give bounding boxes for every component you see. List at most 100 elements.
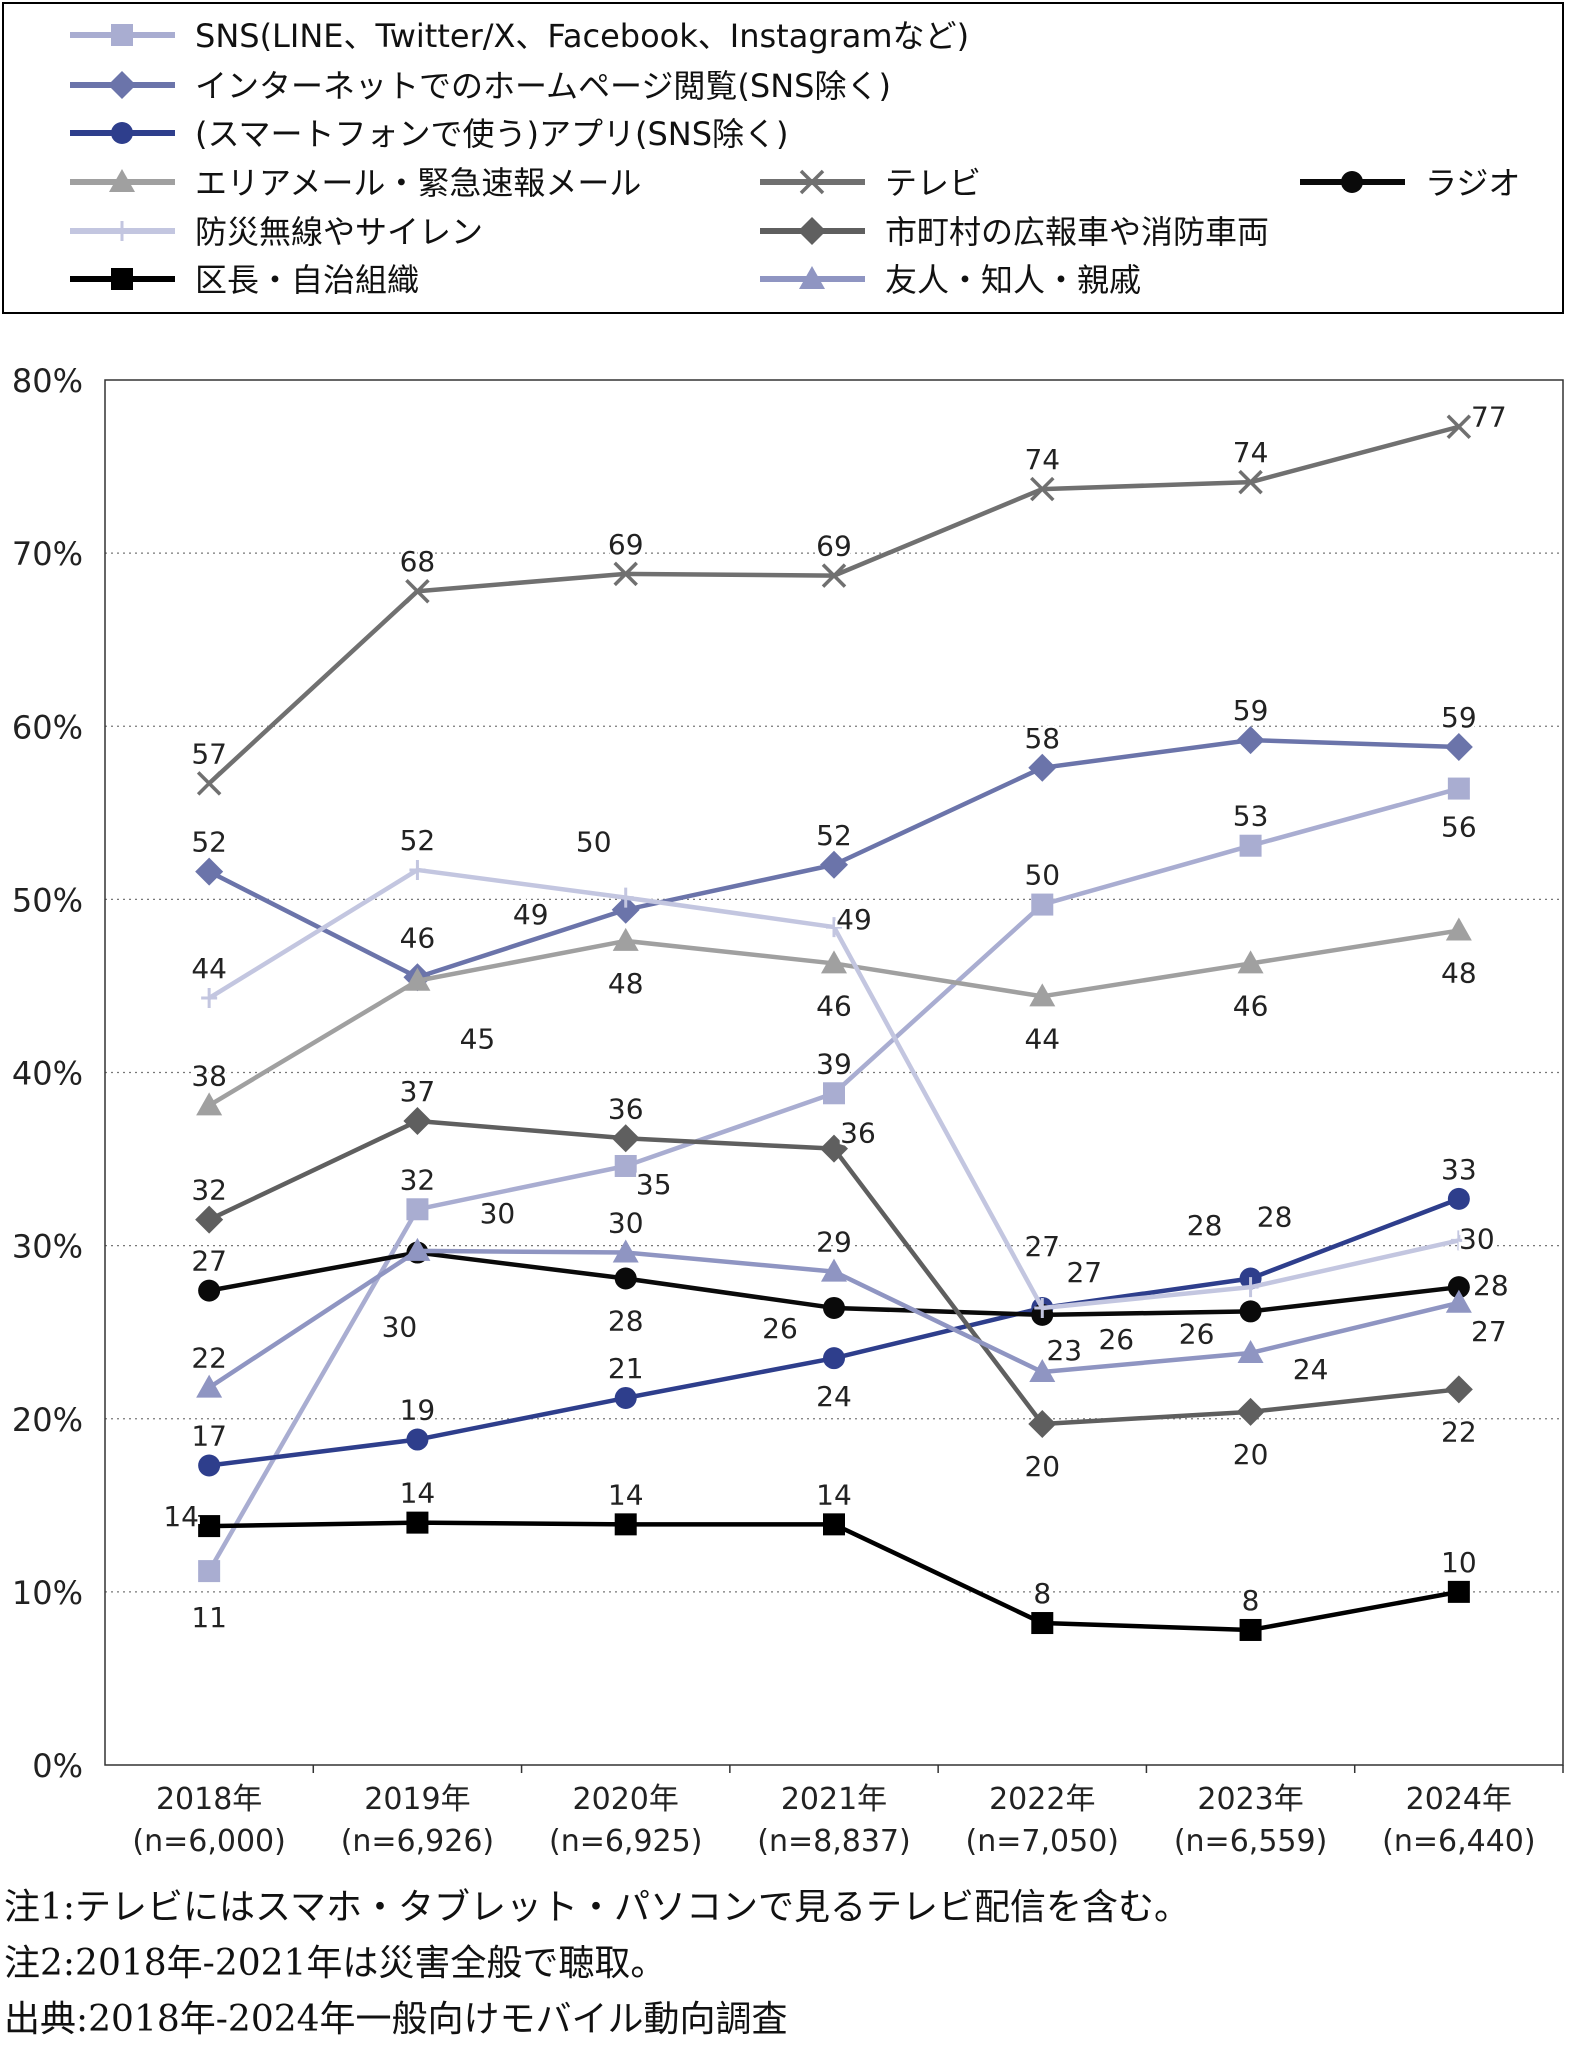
data-point [1029, 1359, 1056, 1383]
data-point-shape [196, 1092, 223, 1116]
data-label: 20 [1024, 1450, 1060, 1483]
data-label: 32 [191, 1174, 227, 1207]
data-label: 19 [400, 1394, 436, 1427]
legend-marker-shape [111, 268, 133, 290]
legend-entry: 友人・知人・親戚 [760, 261, 1141, 299]
data-label: 52 [191, 826, 227, 859]
data-point-shape [406, 1511, 429, 1534]
plot-frame [104, 379, 1564, 1766]
legend-label: ラジオ [1425, 164, 1520, 202]
data-point-shape [612, 1239, 639, 1263]
data-label: 28 [608, 1305, 644, 1338]
x-tick-label-year: 2020年 [573, 1782, 679, 1817]
data-label: 77 [1471, 401, 1507, 434]
data-label: 14 [400, 1477, 436, 1510]
legend-marker-shape [798, 217, 826, 245]
y-tick-label: 10% [12, 1574, 83, 1612]
data-point-shape [198, 1454, 221, 1477]
legend-marker [1341, 171, 1363, 193]
data-point [196, 1374, 223, 1398]
data-point [614, 1386, 637, 1409]
data-label: 45 [460, 1023, 496, 1056]
data-point-shape [1239, 834, 1262, 857]
legend-label: テレビ [885, 164, 981, 202]
data-point-shape [403, 1106, 432, 1135]
x-tick-label-n: (n=6,000) [132, 1824, 285, 1859]
data-label: 27 [1066, 1256, 1102, 1289]
data-point-shape [821, 1258, 847, 1282]
data-label: 46 [1233, 989, 1269, 1022]
data-label: 33 [1441, 1153, 1477, 1186]
series-9 [196, 1237, 1472, 1398]
legend-entry: テレビ [760, 164, 981, 202]
data-point [1029, 983, 1056, 1007]
data-point [198, 1279, 221, 1302]
x-tick-label-year: 2024年 [1406, 1782, 1512, 1817]
data-point-shape [1236, 1397, 1265, 1426]
data-point [1237, 1339, 1264, 1363]
data-label: 14 [163, 1500, 199, 1533]
legend-entries: SNS(LINE、Twitter/X、Facebook、Instagramなど)… [70, 17, 1520, 299]
data-point-shape [1031, 893, 1054, 916]
x-tick-label-n: (n=7,050) [966, 1824, 1119, 1859]
data-point [1445, 917, 1472, 941]
legend-marker-shape [111, 24, 133, 46]
data-label: 30 [480, 1197, 516, 1230]
data-point-shape [1447, 1276, 1470, 1299]
data-point [1031, 1612, 1054, 1635]
legend-marker [111, 122, 133, 144]
data-point [1450, 1230, 1467, 1251]
data-point-shape [1444, 733, 1473, 762]
data-point-shape [611, 895, 640, 924]
y-tick-label: 30% [12, 1228, 83, 1266]
series-line [207, 786, 1460, 1573]
data-point [1242, 1277, 1259, 1298]
legend-entry: (スマートフォンで使う)アプリ(SNS除く) [70, 115, 789, 153]
data-point-shape [823, 1347, 845, 1370]
legend-marker-shape [114, 221, 130, 241]
data-label: 38 [191, 1059, 227, 1092]
data-label: 50 [576, 826, 612, 859]
line-chart: SNS(LINE、Twitter/X、Facebook、Instagramなど)… [12, 17, 1564, 1859]
data-label: 35 [636, 1168, 672, 1201]
data-point-shape [1028, 1409, 1057, 1438]
data-point-shape [198, 1560, 221, 1583]
data-label: 74 [1024, 443, 1060, 476]
data-point-shape [201, 988, 218, 1009]
data-point [195, 857, 224, 886]
data-point [823, 1082, 845, 1105]
legend-marker [799, 266, 825, 289]
legend-entry: エリアメール・緊急速報メール [70, 164, 641, 202]
data-label: 52 [400, 824, 436, 857]
data-point-shape [1238, 469, 1263, 495]
data-point-shape [1447, 777, 1470, 800]
data-label: 29 [816, 1226, 852, 1259]
legend-label: エリアメール・緊急速報メール [195, 164, 641, 202]
data-label: 39 [816, 1047, 852, 1080]
data-point-shape [1239, 1300, 1262, 1323]
legend-marker-shape [109, 169, 135, 192]
data-point [611, 895, 640, 924]
data-point-shape [823, 1082, 845, 1105]
data-label: 52 [816, 819, 852, 852]
series-line [209, 1520, 1460, 1633]
data-point [1447, 1580, 1470, 1603]
legend-marker [109, 169, 135, 192]
data-point [195, 1205, 224, 1234]
x-tick-label-n: (n=6,925) [549, 1824, 702, 1859]
data-label: 58 [1024, 722, 1060, 755]
data-point [406, 1198, 429, 1221]
data-point [1028, 1409, 1057, 1438]
x-tick-label-year: 2021年 [781, 1782, 887, 1817]
data-point-shape [1031, 1612, 1054, 1635]
x-tick-label-n: (n=8,837) [757, 1824, 910, 1859]
x-tick-label-n: (n=6,559) [1174, 1824, 1327, 1859]
data-label: 28 [1257, 1201, 1293, 1234]
data-point [409, 859, 426, 880]
legend-label: 区長・自治組織 [195, 261, 419, 299]
data-point-shape [405, 578, 430, 604]
y-tick-label: 20% [12, 1401, 83, 1439]
data-label: 56 [1441, 811, 1477, 844]
data-point [821, 1258, 847, 1282]
data-point-shape [1237, 950, 1264, 974]
